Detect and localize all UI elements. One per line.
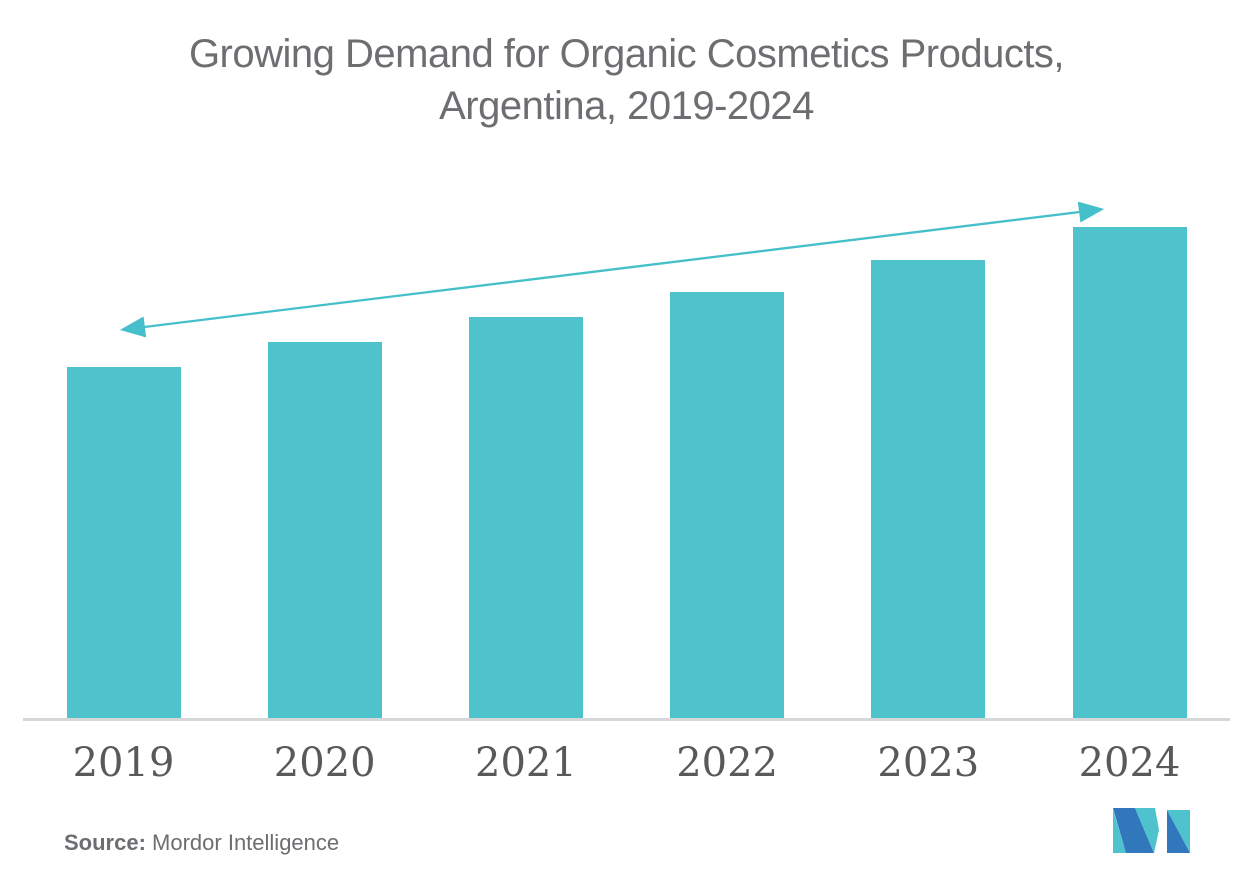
source-attribution: Source: Mordor Intelligence — [64, 830, 339, 856]
source-label: Source: — [64, 830, 146, 855]
logo-middle-teal-stripe — [1135, 808, 1159, 853]
x-tick-2021: 2021 — [474, 740, 577, 786]
logo-right-blue-triangle — [1167, 810, 1190, 853]
bar-2019 — [66, 367, 181, 719]
source-value: Mordor Intelligence — [145, 830, 340, 855]
chart-title: Growing Demand for Organic Cosmetics Pro… — [188, 32, 1065, 128]
x-tick-2023: 2023 — [877, 740, 980, 786]
x-tick-2019: 2019 — [72, 740, 175, 786]
x-tick-2020: 2020 — [273, 740, 376, 786]
bar-2022 — [670, 291, 785, 719]
mordor-intelligence-logo — [1113, 808, 1190, 853]
logo-left-teal-accent — [1113, 809, 1126, 853]
bar-2020 — [267, 342, 382, 719]
bar-2021 — [468, 317, 583, 719]
x-axis-line — [23, 718, 1230, 721]
x-tick-2024: 2024 — [1078, 740, 1181, 786]
x-tick-2022: 2022 — [676, 740, 778, 786]
bar-2024 — [1072, 227, 1187, 719]
logo-left-blue-stroke — [1113, 808, 1154, 853]
bar-2023 — [871, 259, 986, 719]
